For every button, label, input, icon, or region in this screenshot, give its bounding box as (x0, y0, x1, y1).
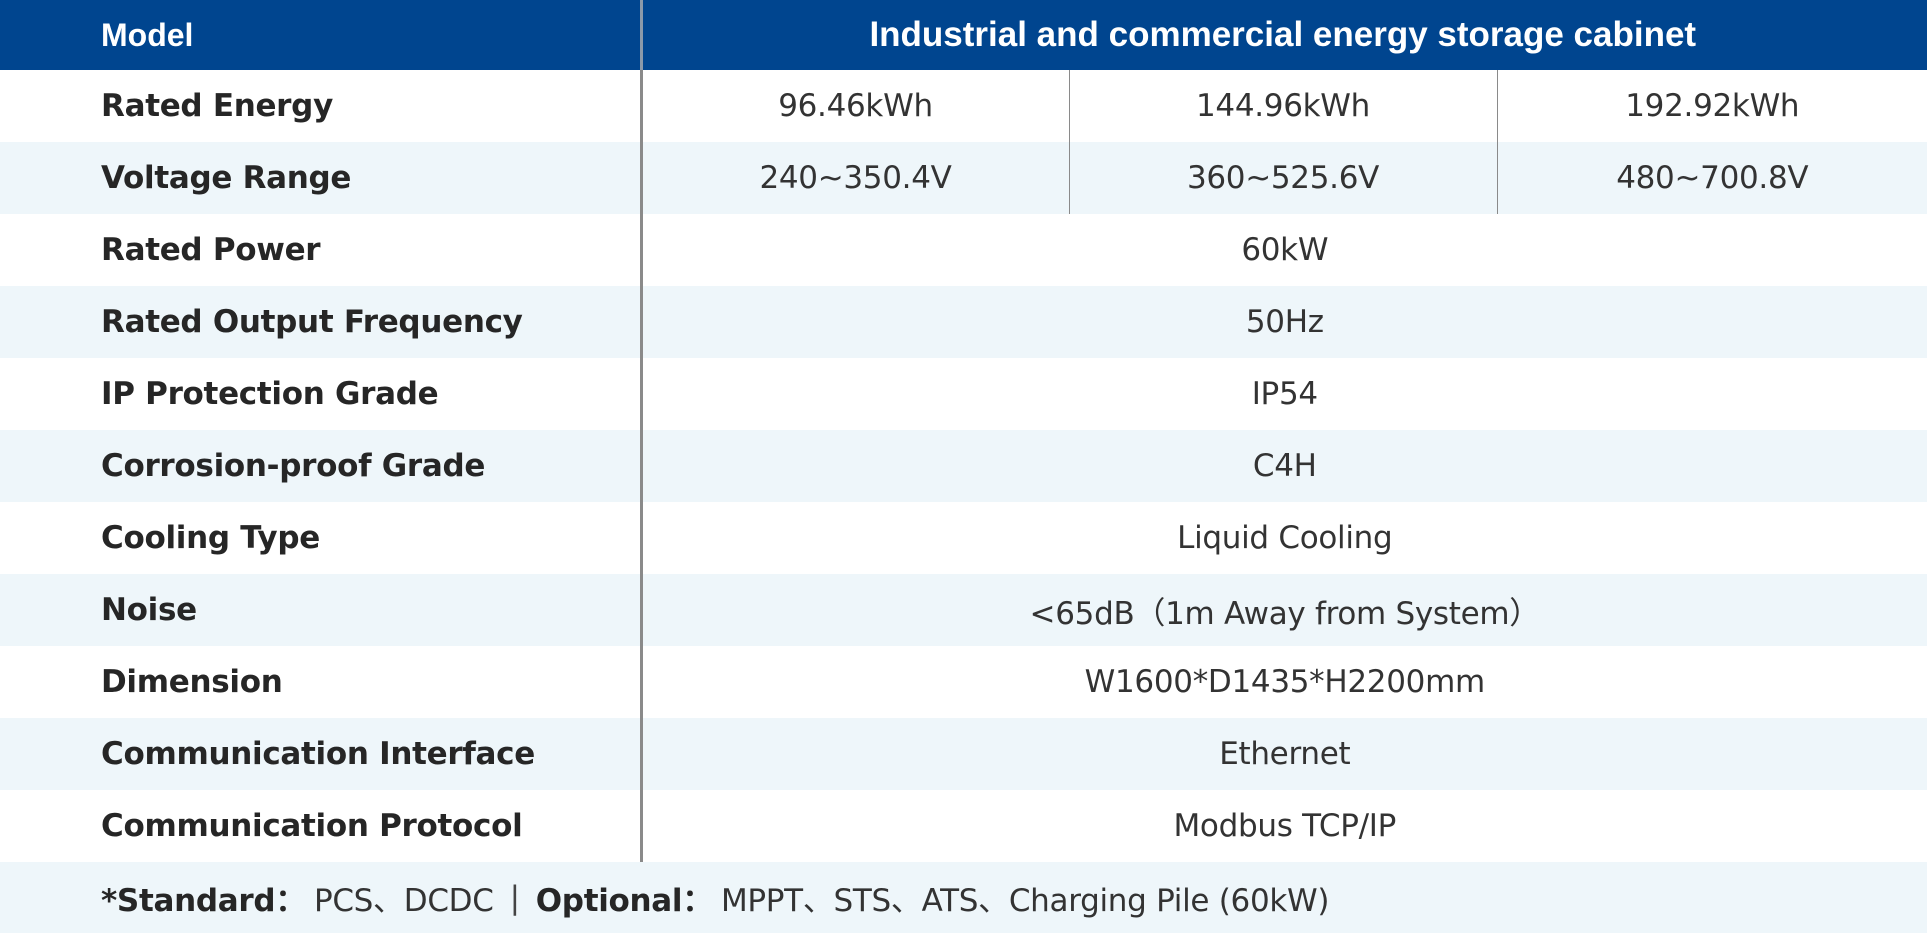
row-value: Liquid Cooling (639, 502, 1927, 574)
row-value: 144.96kWh (1069, 70, 1498, 142)
standard-value: PCS、DCDC (313, 883, 494, 919)
row-value: 96.46kWh (639, 70, 1070, 142)
table-row: Noise <65dB（1m Away from System） (0, 574, 1927, 646)
table-row: Rated Power 60kW (0, 214, 1927, 286)
row-value: 480~700.8V (1616, 160, 1809, 196)
model-header-label: Model (101, 16, 194, 53)
row-label: IP Protection Grade (101, 376, 439, 412)
table-row: IP Protection Grade IP54 (0, 358, 1927, 430)
footnote-separator: | (509, 879, 520, 916)
standard-label: *Standard： (101, 883, 306, 919)
row-label: Dimension (101, 664, 283, 700)
row-label: Corrosion-proof Grade (101, 448, 486, 484)
row-label: Cooling Type (101, 520, 320, 556)
optional-label: Optional： (535, 883, 714, 919)
table-header-row: Model Industrial and commercial energy s… (0, 0, 1927, 70)
row-label: Voltage Range (101, 160, 352, 196)
row-value: 50Hz (639, 286, 1927, 358)
row-value: IP54 (639, 358, 1927, 430)
row-value: 192.92kWh (1625, 88, 1800, 124)
table-row: Cooling Type Liquid Cooling (0, 502, 1927, 574)
table-row: Voltage Range 240~350.4V 360~525.6V 480~… (0, 142, 1927, 214)
row-label: Rated Output Frequency (101, 304, 523, 340)
optional-value: MPPT、STS、ATS、Charging Pile (60kW) (720, 883, 1330, 919)
spec-table: Model Industrial and commercial energy s… (0, 0, 1927, 862)
row-value: W1600*D1435*H2200mm (639, 646, 1927, 718)
table-row: Rated Output Frequency 50Hz (0, 286, 1927, 358)
row-value: <65dB（1m Away from System） (639, 574, 1927, 646)
row-label: Communication Protocol (101, 808, 523, 844)
row-label: Rated Energy (101, 88, 333, 124)
row-value: 240~350.4V (639, 142, 1070, 214)
row-label: Noise (101, 592, 197, 628)
table-row: Rated Energy 96.46kWh 144.96kWh 192.92kW… (0, 70, 1927, 142)
row-label: Rated Power (101, 232, 321, 268)
table-row: Corrosion-proof Grade C4H (0, 430, 1927, 502)
table-row: Communication Interface Ethernet (0, 718, 1927, 790)
row-value: C4H (639, 430, 1927, 502)
row-value: 360~525.6V (1069, 142, 1498, 214)
table-row: Dimension W1600*D1435*H2200mm (0, 646, 1927, 718)
row-label: Communication Interface (101, 736, 535, 772)
options-footnote: *Standard： PCS、DCDC | Optional： MPPT、STS… (0, 862, 1927, 933)
row-value: Ethernet (639, 718, 1927, 790)
table-row: Communication Protocol Modbus TCP/IP (0, 790, 1927, 862)
table-title: Industrial and commercial energy storage… (639, 0, 1927, 70)
row-value: 60kW (639, 214, 1927, 286)
row-value: Modbus TCP/IP (639, 790, 1927, 862)
